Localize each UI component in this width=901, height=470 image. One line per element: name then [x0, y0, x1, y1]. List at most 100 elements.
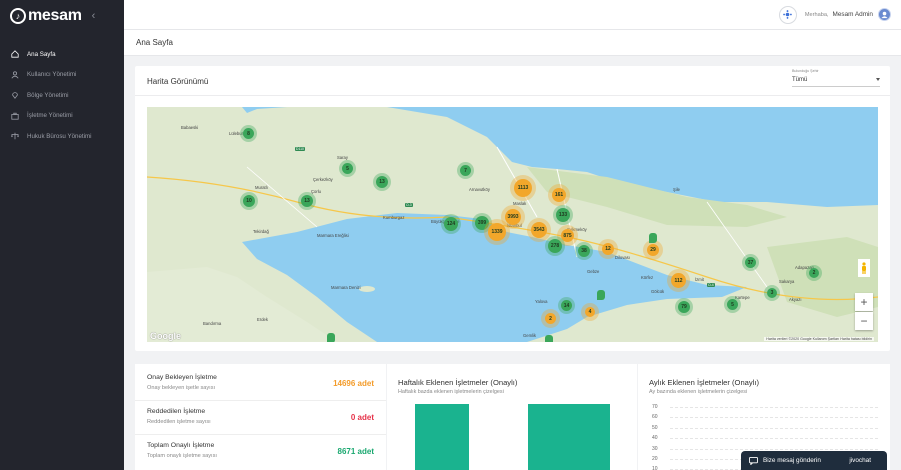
city-label: Babaeski: [181, 125, 199, 130]
logo[interactable]: ♪ mesam ‹: [0, 0, 124, 32]
city-label: Çekmeköy: [567, 227, 587, 232]
map-cluster[interactable]: 12: [602, 243, 614, 255]
map-cluster[interactable]: 10: [243, 195, 255, 207]
sidebar-item-label: Kullanıcı Yönetimi: [27, 71, 77, 79]
map-cluster[interactable]: 278: [548, 239, 562, 253]
street-view-pegman-icon[interactable]: [858, 259, 870, 277]
map-cluster[interactable]: 1113: [514, 179, 532, 197]
map-cluster[interactable]: 14: [561, 300, 572, 311]
breadcrumb: Ana Sayfa: [124, 30, 901, 56]
road-badge: O-3: [405, 203, 413, 207]
city-label: Marmara Denizi: [331, 285, 361, 290]
stat-value: 14696 adet: [333, 379, 374, 388]
map-cluster[interactable]: 37: [745, 257, 756, 268]
sidebar-item-users[interactable]: Kullanıcı Yönetimi: [0, 65, 124, 86]
city-label: Gemlik: [523, 333, 537, 338]
chat-widget[interactable]: Bize mesaj gönderin jivochat: [741, 451, 887, 470]
city-label: Gölcük: [651, 289, 665, 294]
monthly-chart-subtitle: Ay bazında eklenen işletmelerin çizelges…: [649, 389, 748, 395]
city-label: İzmit: [695, 277, 704, 282]
city-label: Dilovası: [615, 255, 630, 260]
grid-line: [670, 438, 878, 440]
weekly-bar[interactable]: [415, 404, 469, 470]
map-cluster[interactable]: 112: [671, 273, 686, 288]
city-filter[interactable]: Bulunduğu Şehir Tümü: [792, 69, 880, 87]
map-pin-icon[interactable]: [545, 335, 553, 342]
stat-title: Toplam Onaylı İşletme: [147, 442, 215, 449]
stat-title: Onay Bekleyen İşletme: [147, 374, 217, 381]
road-badge: O-4: [707, 283, 715, 287]
sidebar-item-home[interactable]: Ana Sayfa: [0, 44, 124, 65]
map-attribution[interactable]: Harita verileri ©2020 Google Kullanım Şa…: [764, 337, 874, 341]
sidebar-nav: Ana Sayfa Kullanıcı Yönetimi Bölge Yönet…: [0, 44, 124, 147]
map-view[interactable]: Lüleburgaz Babaeski Saray Çerkezköy Mura…: [147, 107, 878, 342]
city-label: Bandırma: [203, 321, 222, 326]
sidebar-item-label: Hukuk Bürosu Yönetimi: [27, 132, 92, 140]
zoom-out-button[interactable]: −: [855, 312, 873, 330]
divider: [135, 95, 890, 96]
map-cluster[interactable]: 3543: [531, 222, 547, 238]
sidebar: ♪ mesam ‹ Ana Sayfa Kullanıcı Yönetimi B…: [0, 0, 124, 470]
y-tick-label: 50: [652, 424, 658, 431]
city-label: Körfez: [641, 275, 654, 280]
map-cluster[interactable]: 3: [767, 288, 777, 298]
user-name[interactable]: Mesam Admin: [832, 11, 874, 18]
y-tick-label: 70: [652, 404, 658, 410]
chat-label: Bize mesaj gönderin: [763, 457, 821, 464]
map-cluster[interactable]: 133: [556, 208, 570, 222]
map-pin-icon[interactable]: [649, 233, 657, 243]
scale-icon: [10, 132, 19, 141]
collapse-sidebar-icon[interactable]: ‹: [91, 10, 96, 22]
map-pin-icon[interactable]: [597, 290, 605, 300]
sidebar-item-regions[interactable]: Bölge Yönetimi: [0, 85, 124, 106]
map-cluster[interactable]: 8: [243, 128, 254, 139]
city-label: Şile: [673, 187, 680, 192]
y-tick-label: 10: [652, 466, 658, 470]
city-label: Maslak: [513, 201, 527, 206]
settings-icon[interactable]: [778, 5, 797, 24]
map-cluster[interactable]: 2: [809, 268, 819, 278]
city-label: Arnavutköy: [469, 187, 490, 192]
stat-value: 0 adet: [350, 413, 374, 422]
city-label: İstanbul: [507, 223, 522, 228]
briefcase-icon: [10, 111, 19, 120]
sidebar-item-label: Bölge Yönetimi: [27, 91, 69, 99]
city-label: Erdek: [257, 317, 268, 322]
sidebar-item-businesses[interactable]: İşletme Yönetimi: [0, 106, 124, 127]
map-cluster[interactable]: 13: [376, 176, 388, 188]
map-cluster[interactable]: 124: [444, 217, 458, 231]
logo-mark-icon: ♪: [10, 8, 26, 24]
city-filter-select[interactable]: Tümü: [792, 73, 880, 87]
map-cluster[interactable]: 161: [552, 188, 566, 202]
city-label: Kumburgaz: [383, 215, 405, 220]
stat-value: 8671 adet: [337, 447, 374, 456]
map-cluster[interactable]: 2: [545, 313, 556, 324]
map-cluster[interactable]: 3993: [505, 209, 521, 225]
map-cluster[interactable]: 79: [678, 301, 690, 313]
message-icon: [749, 456, 758, 465]
divider: [135, 400, 386, 401]
weekly-chart-title: Haftalık Eklenen İşletmeler (Onaylı): [398, 378, 518, 387]
city-filter-value: Tümü: [792, 76, 808, 83]
map-cluster[interactable]: 1339: [488, 223, 506, 241]
grid-line: [670, 427, 878, 429]
city-label: Çerkezköy: [313, 177, 333, 182]
sidebar-item-law-offices[interactable]: Hukuk Bürosu Yönetimi: [0, 126, 124, 147]
map-cluster[interactable]: 5: [727, 299, 738, 310]
city-label: Gebze: [587, 269, 600, 274]
weekly-bar[interactable]: [528, 404, 610, 470]
map-cluster[interactable]: 875: [561, 229, 574, 242]
avatar[interactable]: [878, 8, 891, 21]
stat-pending: Onay Bekleyen İşletme Onay bekleyen işet…: [147, 374, 374, 404]
map-cluster[interactable]: 399: [475, 216, 489, 230]
zoom-in-button[interactable]: +: [855, 293, 873, 311]
map-pin-icon[interactable]: [327, 333, 335, 342]
city-label: Muratlı: [255, 185, 268, 190]
map-cluster[interactable]: 5: [342, 163, 353, 174]
map-cluster[interactable]: 4: [585, 307, 595, 317]
map-cluster[interactable]: 38: [578, 245, 590, 257]
map-cluster[interactable]: 13: [301, 195, 313, 207]
map-cluster[interactable]: 7: [460, 165, 471, 176]
map-card: Harita Görünümü Bulunduğu Şehir Tümü: [135, 66, 890, 351]
map-cluster[interactable]: 29: [647, 244, 659, 256]
